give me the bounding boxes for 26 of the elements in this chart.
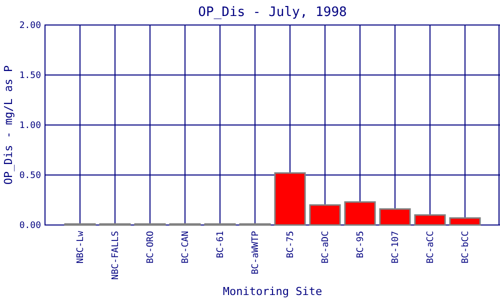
y-axis-title: OP_Dis - mg/L as P [2, 65, 15, 185]
x-tick-label: BC-75 [286, 231, 296, 258]
y-tick-label: 0.00 [19, 221, 41, 232]
x-tick-label: BC-95 [356, 231, 366, 258]
x-tick-label: BC-aDC [321, 231, 331, 264]
bar [309, 204, 341, 226]
y-tick-label: 1.00 [19, 121, 41, 132]
x-tick-label: NBC-Lw [76, 230, 86, 264]
bar [379, 208, 411, 226]
x-tick-label: BC-CAN [181, 231, 191, 264]
x-tick-label: BC-ORO [146, 231, 156, 264]
chart-title: OP_Dis - July, 1998 [198, 5, 347, 20]
x-axis-title: Monitoring Site [222, 285, 322, 298]
x-tick-label: BC-61 [216, 231, 226, 258]
bar [344, 201, 376, 226]
y-tick-label: 1.50 [19, 71, 41, 82]
x-tick-label: BC-bCC [461, 231, 471, 264]
bar [449, 217, 481, 226]
bar [274, 172, 306, 226]
x-tick-label: BC-aWWTP [251, 230, 261, 274]
bar [414, 214, 446, 226]
x-tick-label: BC-aCC [426, 231, 436, 264]
x-tick-label: NBC-FALLS [111, 231, 121, 280]
y-tick-label: 2.00 [19, 21, 41, 32]
x-tick-label: BC-107 [391, 231, 401, 264]
y-tick-label: 0.50 [19, 171, 41, 182]
